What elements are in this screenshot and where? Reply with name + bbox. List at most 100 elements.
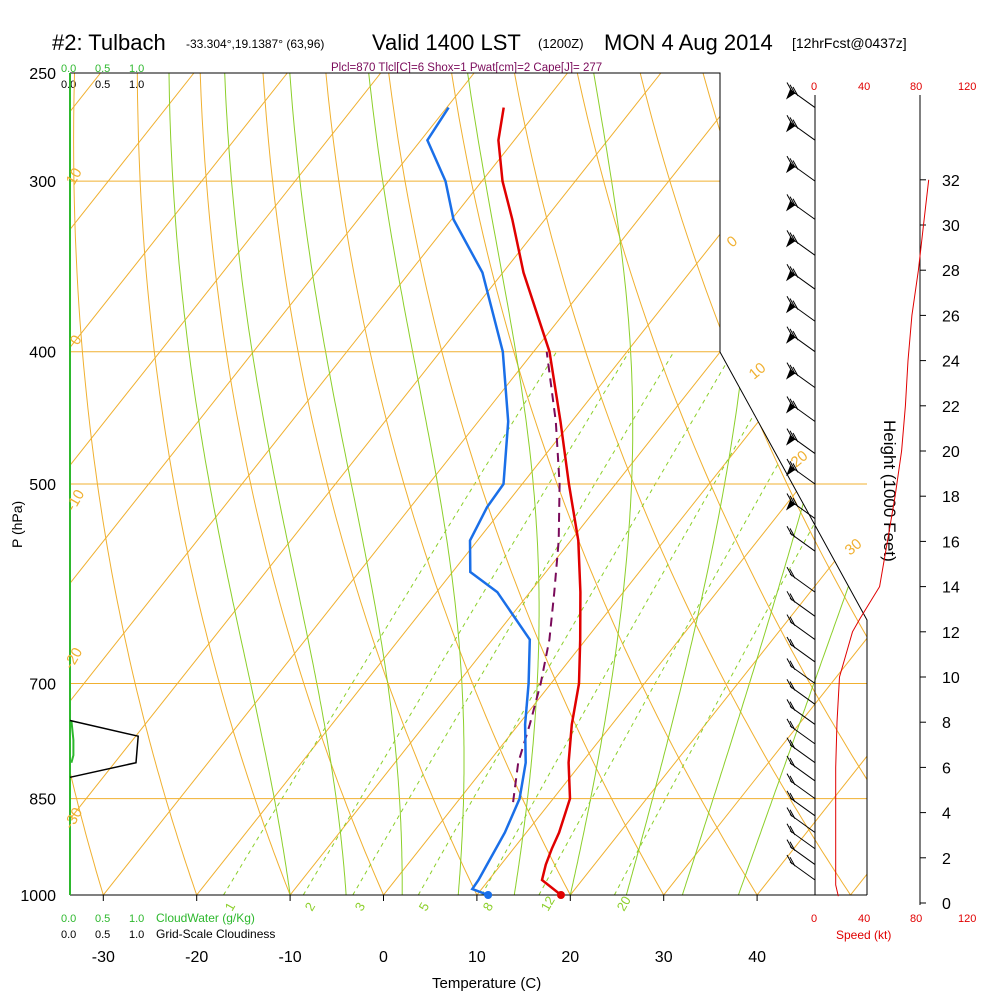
mixing-ratio-label: 8 — [480, 900, 497, 914]
speed-tick-bottom: 40 — [858, 913, 870, 925]
cloud-profile — [69, 719, 140, 779]
wind-barb-feather — [789, 825, 796, 836]
speed-height-panel — [835, 179, 930, 897]
wind-barb-feather — [789, 398, 796, 408]
mixing-ratio-line — [352, 351, 675, 895]
wind-barb-feather — [789, 856, 796, 867]
height-tick-label: 14 — [942, 580, 960, 597]
speed-tick-bottom: 80 — [910, 913, 922, 925]
wind-barb-feather — [786, 636, 793, 647]
height-tick-label: 20 — [942, 444, 960, 461]
isotherm-line — [944, 73, 1000, 895]
speed-tick-bottom: 0 — [811, 913, 817, 925]
speed-tick-top: 40 — [858, 81, 870, 93]
wind-barb-feather — [786, 591, 793, 601]
mixing-ratio-line — [613, 351, 867, 895]
surface-temperature-dot — [556, 891, 565, 899]
wind-barbs — [786, 82, 816, 881]
adiabat-label: 0 — [724, 233, 741, 251]
x-axis-title: Temperature (C) — [432, 975, 541, 992]
wind-barb — [786, 82, 816, 108]
wind-barb — [786, 790, 816, 817]
wind-barb — [786, 773, 816, 800]
wind-barb-feather — [789, 701, 796, 711]
wind-barb-feather — [792, 119, 799, 129]
wind-barb — [786, 679, 816, 705]
y-axis-title: P (hPa) — [9, 501, 25, 548]
wind-barb-pennant — [786, 303, 795, 314]
wind-barb-feather — [786, 658, 793, 668]
wind-barb-feather — [786, 396, 793, 406]
cloudwater-tick: 0.5 — [95, 63, 110, 75]
dry-adiabat-line — [136, 73, 303, 895]
wind-barb-feather — [786, 823, 793, 834]
wind-barb — [786, 493, 816, 519]
cloudiness-tick: 1.0 — [129, 929, 144, 941]
wind-barb-feather — [786, 155, 793, 166]
wind-barb-feather — [792, 366, 799, 377]
isotherm-line — [663, 73, 867, 895]
moist-adiabat-line — [289, 73, 403, 895]
wind-barb-feather — [786, 326, 793, 336]
height-tick-label: 0 — [942, 896, 951, 913]
wind-barb — [786, 155, 816, 182]
adiabat-label: -20 — [61, 645, 87, 672]
wind-barb — [786, 566, 816, 593]
cloudwater-tick: 1.0 — [129, 913, 144, 925]
wind-barb — [786, 839, 816, 865]
wind-barb-feather — [792, 268, 799, 278]
wind-barb — [786, 194, 816, 220]
wind-barb-feather — [786, 458, 793, 469]
parcel-trace-line — [512, 351, 561, 803]
wind-barb-feather — [786, 82, 793, 92]
isotherm-line — [0, 73, 7, 895]
wind-barb-pennant — [786, 333, 795, 344]
x-tick-label: 0 — [379, 949, 388, 966]
wind-barb-pennant — [786, 271, 795, 282]
wind-barb-feather — [786, 807, 793, 817]
x-tick-label: 40 — [748, 949, 766, 966]
wind-barb-feather — [789, 616, 796, 627]
cloudwater-tick: 0.0 — [61, 63, 76, 75]
wind-barb-pennant — [786, 369, 795, 380]
dry-adiabat-line — [0, 49, 18, 924]
wind-barb — [786, 458, 816, 485]
pressure-tick-label: 1000 — [20, 888, 56, 905]
wind-barb — [786, 823, 816, 850]
dry-adiabat-line — [198, 73, 397, 895]
speed-tick-bottom: 120 — [958, 913, 976, 925]
dry-adiabat-line — [633, 73, 867, 895]
wind-barb-feather — [786, 493, 793, 503]
wind-barb-feather — [789, 739, 796, 750]
adiabat-label: 10 — [63, 165, 86, 188]
dry-adiabat-line — [73, 73, 208, 895]
wind-barb-feather — [792, 463, 799, 473]
mixing-ratio-line — [538, 351, 843, 895]
isotherm-line — [850, 73, 867, 895]
height-tick-label: 10 — [942, 670, 960, 687]
height-tick-label: 4 — [942, 806, 951, 823]
wind-barb-feather — [786, 362, 793, 372]
wind-barb-feather — [789, 460, 796, 471]
x-tick-label: -30 — [92, 949, 115, 966]
wind-barb-feather — [789, 158, 796, 168]
x-tick-label: -10 — [279, 949, 302, 966]
wind-barb-feather — [786, 773, 793, 783]
wind-barb-feather — [792, 497, 799, 508]
speed-tick-top: 80 — [910, 81, 922, 93]
valid-time: Valid 1400 LST — [372, 30, 521, 55]
wind-barb-feather — [786, 263, 793, 274]
height-tick-label: 12 — [942, 625, 960, 642]
indices-line: Plcl=870 Tlcl[C]=6 Shox=1 Pwat[cm]=2 Cap… — [331, 62, 602, 74]
station-title: #2: Tulbach — [52, 30, 166, 55]
wind-barb-feather — [792, 86, 799, 97]
wind-barb-feather — [786, 790, 793, 801]
dry-adiabat-line — [385, 73, 681, 895]
wind-barb-feather — [789, 84, 796, 94]
wind-barb — [786, 230, 816, 256]
cloudwater-tick: 0.0 — [61, 913, 76, 925]
wind-barb — [786, 296, 816, 322]
wind-barb-feather — [789, 430, 796, 441]
dewpoint-line — [425, 106, 532, 897]
wind-barb-feather — [786, 230, 793, 240]
